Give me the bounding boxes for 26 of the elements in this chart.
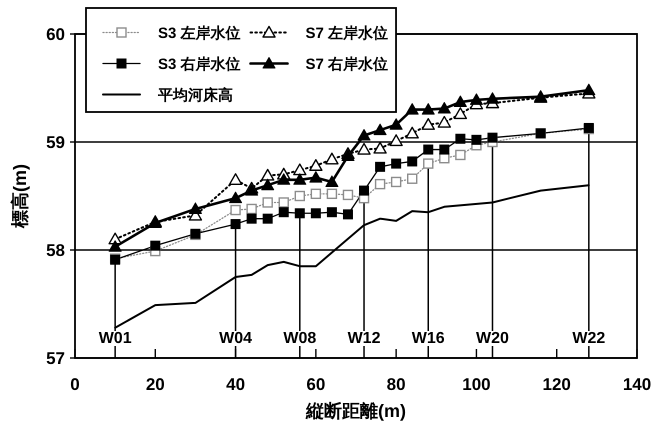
- x-tick-label: 120: [542, 375, 571, 394]
- legend-label: S3 左岸水位: [158, 25, 241, 42]
- ref-line-label: W01: [98, 330, 132, 347]
- y-tick-label: 57: [46, 349, 65, 368]
- y-tick-label: 60: [46, 25, 65, 44]
- ref-line-label: W16: [412, 330, 445, 347]
- x-tick-label: 20: [146, 375, 165, 394]
- ref-line-label: W12: [348, 330, 381, 347]
- x-tick-label: 100: [462, 375, 491, 394]
- ref-line-label: W08: [283, 330, 316, 347]
- x-tick-label: 80: [386, 375, 406, 394]
- ref-line-label: W20: [476, 330, 510, 347]
- y-axis-title: 標高(m): [10, 164, 30, 229]
- x-tick-label: 40: [226, 375, 246, 394]
- legend-label: S7 左岸水位: [306, 25, 388, 42]
- x-tick-label: 140: [622, 375, 651, 394]
- x-tick-label: 0: [70, 375, 80, 394]
- y-tick-label: 58: [46, 241, 65, 260]
- legend-label: S7 右岸水位: [306, 56, 388, 73]
- legend-label: S3 右岸水位: [158, 56, 241, 73]
- y-tick-label: 59: [46, 133, 65, 152]
- legend-label: 平均河床高: [157, 86, 233, 104]
- ref-line-label: W22: [572, 330, 606, 347]
- x-tick-label: 60: [306, 375, 326, 394]
- x-axis-title: 縦断距離(m): [305, 401, 406, 421]
- ref-line-label: W04: [219, 330, 252, 347]
